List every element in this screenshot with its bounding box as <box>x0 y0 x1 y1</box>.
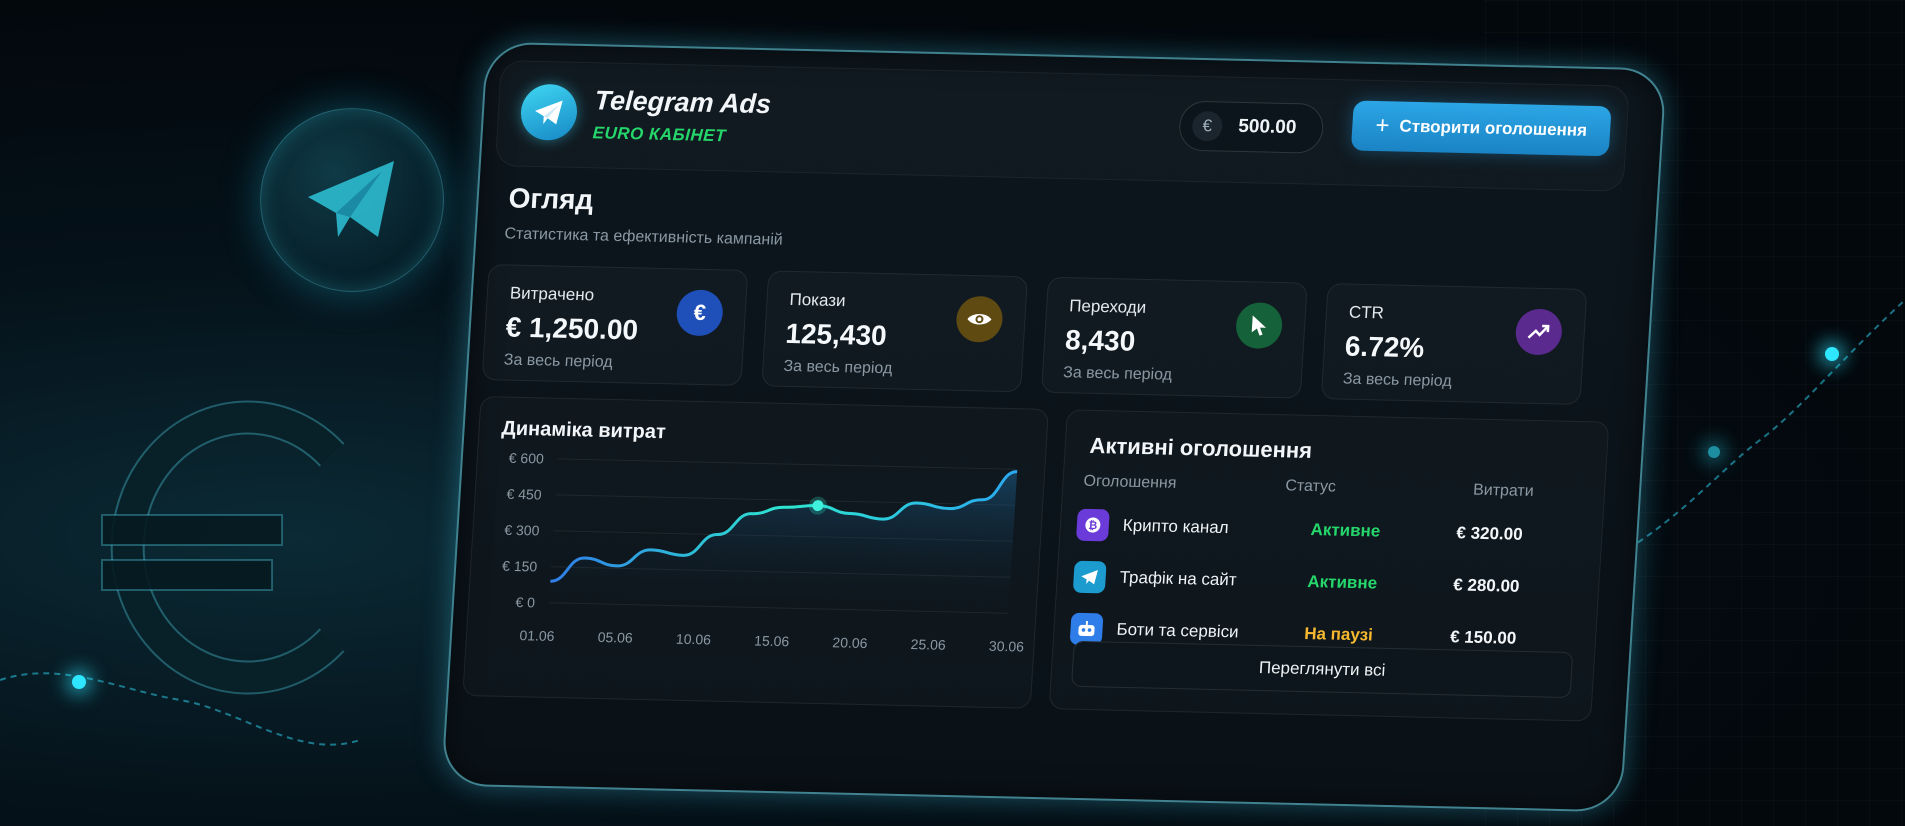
app-header: Telegram Ads EURO КАБІНЕТ € 500.00 + Ств… <box>494 60 1630 192</box>
column-header-ad: Оголошення <box>1083 472 1177 492</box>
glow-dot <box>72 675 86 689</box>
y-tick-label: € 300 <box>504 522 540 539</box>
euro-icon: € <box>675 289 725 337</box>
x-tick-label: 10.06 <box>676 631 712 648</box>
column-header-spend: Витрати <box>1472 481 1535 501</box>
ads-title: Активні оголошення <box>1089 432 1313 463</box>
y-tick-label: € 600 <box>508 450 544 467</box>
stat-period: За весь період <box>1342 370 1453 391</box>
stat-period: За весь період <box>782 357 893 378</box>
stat-value: 6.72% <box>1343 330 1426 364</box>
ad-row[interactable]: Боти та сервіси На паузі € 150.00 <box>1069 607 1581 663</box>
x-tick-label: 01.06 <box>519 627 555 644</box>
x-tick-label: 05.06 <box>597 629 633 646</box>
x-tick-label: 15.06 <box>754 632 790 649</box>
ad-name: Боти та сервіси <box>1115 619 1240 642</box>
spend-chart[interactable]: € 600 € 450 € 300 € 150 € 0 01.06 05.06 10.06 15… <box>463 397 1048 708</box>
eye-icon <box>955 295 1004 343</box>
ad-spend: € 280.00 <box>1452 575 1521 596</box>
stat-label: CTR <box>1348 302 1385 323</box>
x-tick-label: 20.06 <box>832 634 868 651</box>
series-line <box>550 470 1018 583</box>
cursor-icon <box>1234 302 1284 350</box>
trend-up-icon <box>1514 308 1564 356</box>
stat-value: 8,430 <box>1064 324 1137 357</box>
grid-line <box>555 494 1016 506</box>
ad-name: Крипто канал <box>1122 515 1230 538</box>
stat-card-clicks[interactable]: Переходи 8,430 За весь період <box>1040 276 1308 399</box>
page-title: Огляд <box>507 182 595 216</box>
crypto-icon: ₿ <box>1075 508 1110 542</box>
euro-symbol-icon <box>101 400 345 695</box>
highlight-point <box>812 500 824 512</box>
dashboard-screen: Telegram Ads EURO КАБІНЕТ € 500.00 + Ств… <box>440 41 1667 813</box>
stat-value: € 1,250.00 <box>504 311 639 346</box>
stat-card-spent[interactable]: Витрачено € 1,250.00 За весь період € <box>481 264 749 386</box>
ad-name: Трафік на сайт <box>1119 567 1238 590</box>
svg-text:₿: ₿ <box>1088 520 1098 532</box>
stat-period: За весь період <box>1062 364 1173 384</box>
y-tick-label: € 450 <box>506 486 542 503</box>
app-subtitle: EURO КАБІНЕТ <box>592 123 727 146</box>
grid-line <box>557 458 1018 470</box>
glow-dot <box>1825 347 1839 361</box>
stat-value: 125,430 <box>784 317 888 352</box>
y-tick-label: € 150 <box>502 558 538 575</box>
bot-icon <box>1069 612 1104 646</box>
x-tick-label: 30.06 <box>988 638 1024 655</box>
glow-dot <box>1708 446 1720 458</box>
ad-spend: € 150.00 <box>1449 627 1517 648</box>
stat-label: Витрачено <box>509 283 595 305</box>
stat-label: Переходи <box>1068 296 1147 318</box>
active-ads-card: Активні оголошення Оголошення Статус Вит… <box>1048 409 1610 722</box>
telegram-icon <box>1072 560 1107 594</box>
app-title: Telegram Ads <box>593 85 773 120</box>
column-header-status: Статус <box>1284 477 1337 496</box>
stat-card-impressions[interactable]: Покази 125,430 За весь період <box>761 270 1029 393</box>
plus-icon: + <box>1374 112 1391 140</box>
tablet-device: Telegram Ads EURO КАБІНЕТ € 500.00 + Ств… <box>378 30 1667 813</box>
status-badge: Активне <box>1310 519 1381 541</box>
stat-label: Покази <box>789 289 847 311</box>
balance-pill[interactable]: € 500.00 <box>1177 100 1325 154</box>
x-tick-label: 25.06 <box>910 636 946 653</box>
create-ad-label: Створити оголошення <box>1398 116 1588 140</box>
ad-row[interactable]: Трафік на сайт Активне € 280.00 <box>1072 555 1584 611</box>
ad-row[interactable]: ₿ Крипто канал Активне € 320.00 <box>1075 503 1588 559</box>
balance-amount: 500.00 <box>1237 115 1297 139</box>
euro-icon: € <box>1191 110 1224 142</box>
ad-spend: € 320.00 <box>1455 523 1524 544</box>
telegram-logo-icon <box>519 83 579 141</box>
status-badge: Активне <box>1306 571 1378 593</box>
stat-period: За весь період <box>503 351 614 371</box>
status-badge: На паузі <box>1303 623 1374 645</box>
stat-card-ctr[interactable]: CTR 6.72% За весь період <box>1320 283 1588 405</box>
area-fill <box>549 471 1018 614</box>
create-ad-button[interactable]: + Створити оголошення <box>1350 100 1612 157</box>
y-tick-label: € 0 <box>515 594 536 610</box>
telegram-orb-icon <box>260 108 444 292</box>
